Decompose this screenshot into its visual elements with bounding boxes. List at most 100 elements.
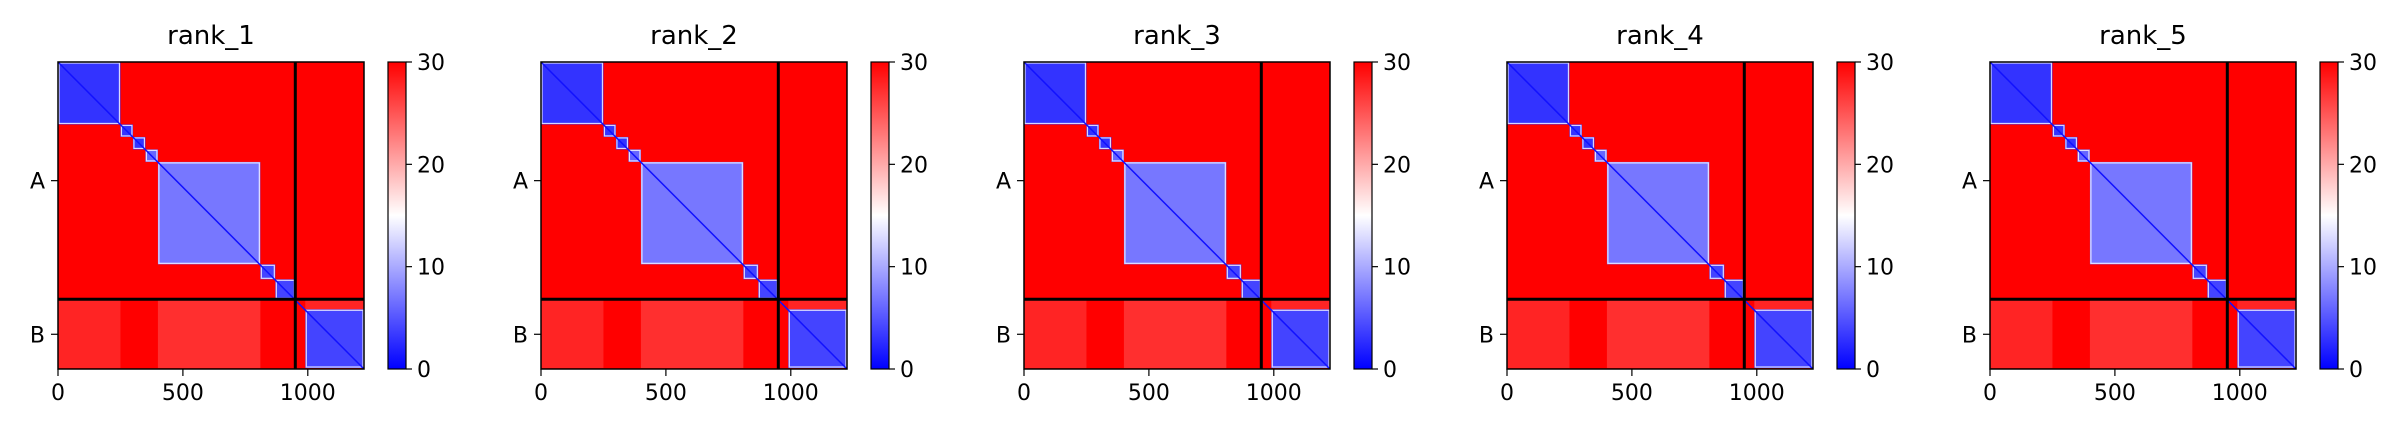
heatmap-block-edge bbox=[1594, 149, 1607, 162]
x-tick-label: 500 bbox=[1128, 381, 1170, 406]
heatmap-block-edge bbox=[2237, 309, 2296, 368]
y-tick-label: A bbox=[30, 170, 45, 195]
x-tick-label: 1000 bbox=[1246, 381, 1302, 406]
y-tick-label: B bbox=[1962, 323, 1977, 348]
x-tick-label: 0 bbox=[51, 381, 65, 406]
heatmap-stripe-cell bbox=[1990, 299, 2053, 368]
heatmap-stripe-cell bbox=[1123, 299, 1227, 368]
heatmap-block-edge bbox=[1226, 264, 1241, 279]
y-tick-label: A bbox=[1479, 170, 1494, 195]
heatmap-block-edge bbox=[1086, 124, 1099, 137]
colorbar-tick-label: 0 bbox=[1383, 358, 1397, 383]
heatmap-block-edge bbox=[145, 149, 158, 162]
colorbar-tick-label: 10 bbox=[417, 256, 445, 281]
colorbar-tick-label: 0 bbox=[2349, 358, 2363, 383]
y-tick-label: B bbox=[513, 323, 528, 348]
x-tick-label: 500 bbox=[1611, 381, 1653, 406]
heatmap-frame bbox=[1506, 61, 1814, 370]
heatmap-diagonal bbox=[1506, 61, 1814, 370]
colorbar-tick-label: 30 bbox=[417, 51, 445, 76]
y-tick-label: B bbox=[996, 323, 1011, 348]
heatmap-stripe bbox=[2089, 299, 2193, 368]
x-tick-label: 500 bbox=[645, 381, 687, 406]
heatmap-block-edge bbox=[1990, 62, 2053, 125]
heatmap-stripe-cell bbox=[58, 299, 121, 368]
y-tick-label: B bbox=[30, 323, 45, 348]
x-tick-label: 1000 bbox=[280, 381, 336, 406]
heatmap-stripe bbox=[541, 299, 604, 368]
heatmap-block-edge bbox=[1607, 162, 1709, 264]
x-tick-label: 1000 bbox=[763, 381, 819, 406]
colorbar bbox=[870, 61, 890, 370]
heatmap-stripe bbox=[1990, 299, 2053, 368]
heatmap-diagonal bbox=[1989, 61, 2297, 370]
heatmap-frame bbox=[1023, 61, 1331, 370]
heatmap-stripe bbox=[1507, 299, 1570, 368]
heatmap-block-edge bbox=[133, 137, 146, 150]
heatmap-block-edge bbox=[120, 124, 133, 137]
x-tick-label: 0 bbox=[1500, 381, 1514, 406]
heatmap-block-edge bbox=[788, 309, 847, 368]
heatmap-stripe-cell bbox=[157, 299, 261, 368]
colorbar-tick-label: 30 bbox=[1866, 51, 1894, 76]
heatmap-frame bbox=[57, 61, 365, 370]
y-tick-label: A bbox=[1962, 170, 1977, 195]
heatmap-stripe-cell bbox=[541, 299, 604, 368]
heatmap-block-edge bbox=[1024, 62, 1087, 125]
heatmap-block-edge bbox=[1124, 162, 1226, 264]
colorbar-tick-label: 10 bbox=[1383, 256, 1411, 281]
heatmap-diagonal bbox=[1023, 61, 1331, 370]
colorbar-tick-label: 10 bbox=[900, 256, 928, 281]
heatmap-stripe-cell bbox=[1024, 299, 1087, 368]
x-tick-label: 500 bbox=[162, 381, 204, 406]
panel-title: rank_4 bbox=[1616, 21, 1704, 51]
heatmap-stripe bbox=[58, 299, 121, 368]
panel-1: rank_1 0 500 1000 A B 0 10 20 30 bbox=[30, 21, 445, 406]
heatmap-block-edge bbox=[2077, 149, 2090, 162]
x-tick-label: 0 bbox=[534, 381, 548, 406]
heatmap-block-edge bbox=[2192, 264, 2207, 279]
colorbar-tick-label: 20 bbox=[2349, 153, 2377, 178]
heatmap-block-edge bbox=[158, 162, 260, 264]
x-tick-label: 0 bbox=[1017, 381, 1031, 406]
heatmap-block-edge bbox=[1709, 264, 1724, 279]
colorbar-tick-label: 30 bbox=[1383, 51, 1411, 76]
heatmap-stripe bbox=[157, 299, 261, 368]
colorbar-tick-label: 0 bbox=[417, 358, 431, 383]
heatmap-stripe bbox=[640, 299, 744, 368]
heatmap-block-edge bbox=[58, 62, 121, 125]
y-tick-label: B bbox=[1479, 323, 1494, 348]
panel-2: rank_2 0 500 1000 A B 0 10 20 30 bbox=[513, 21, 928, 406]
heatmap-stripe bbox=[1606, 299, 1710, 368]
colorbar-tick-label: 20 bbox=[417, 153, 445, 178]
heatmap-block-edge bbox=[628, 149, 641, 162]
heatmap-block-edge bbox=[1582, 137, 1595, 150]
colorbar bbox=[2319, 61, 2339, 370]
heatmap-frame bbox=[1989, 61, 2297, 370]
x-tick-label: 500 bbox=[2094, 381, 2136, 406]
heatmap-stripe bbox=[1123, 299, 1227, 368]
panel-title: rank_3 bbox=[1133, 21, 1221, 51]
heatmap-block-edge bbox=[616, 137, 629, 150]
colorbar-tick-label: 10 bbox=[1866, 256, 1894, 281]
heatmap-diagonal bbox=[57, 61, 365, 370]
panel-title: rank_5 bbox=[2099, 21, 2187, 51]
heatmap-stripe-cell bbox=[1507, 299, 1570, 368]
heatmap-block-edge bbox=[2090, 162, 2192, 264]
heatmap-diagonal bbox=[540, 61, 848, 370]
heatmap-block-edge bbox=[1099, 137, 1112, 150]
heatmap-frame bbox=[540, 61, 848, 370]
panel-4: rank_4 0 500 1000 A B 0 10 20 30 bbox=[1479, 21, 1894, 406]
x-tick-label: 1000 bbox=[2212, 381, 2268, 406]
heatmap-block-edge bbox=[1569, 124, 1582, 137]
colorbar-tick-label: 20 bbox=[1866, 153, 1894, 178]
y-tick-label: A bbox=[513, 170, 528, 195]
heatmap-block-edge bbox=[743, 264, 758, 279]
colorbar-tick-label: 20 bbox=[900, 153, 928, 178]
colorbar bbox=[387, 61, 407, 370]
heatmap-block-edge bbox=[1507, 62, 1570, 125]
heatmap-block-edge bbox=[603, 124, 616, 137]
y-tick-label: A bbox=[996, 170, 1011, 195]
heatmap-block-edge bbox=[541, 62, 604, 125]
heatmap-block-edge bbox=[641, 162, 743, 264]
